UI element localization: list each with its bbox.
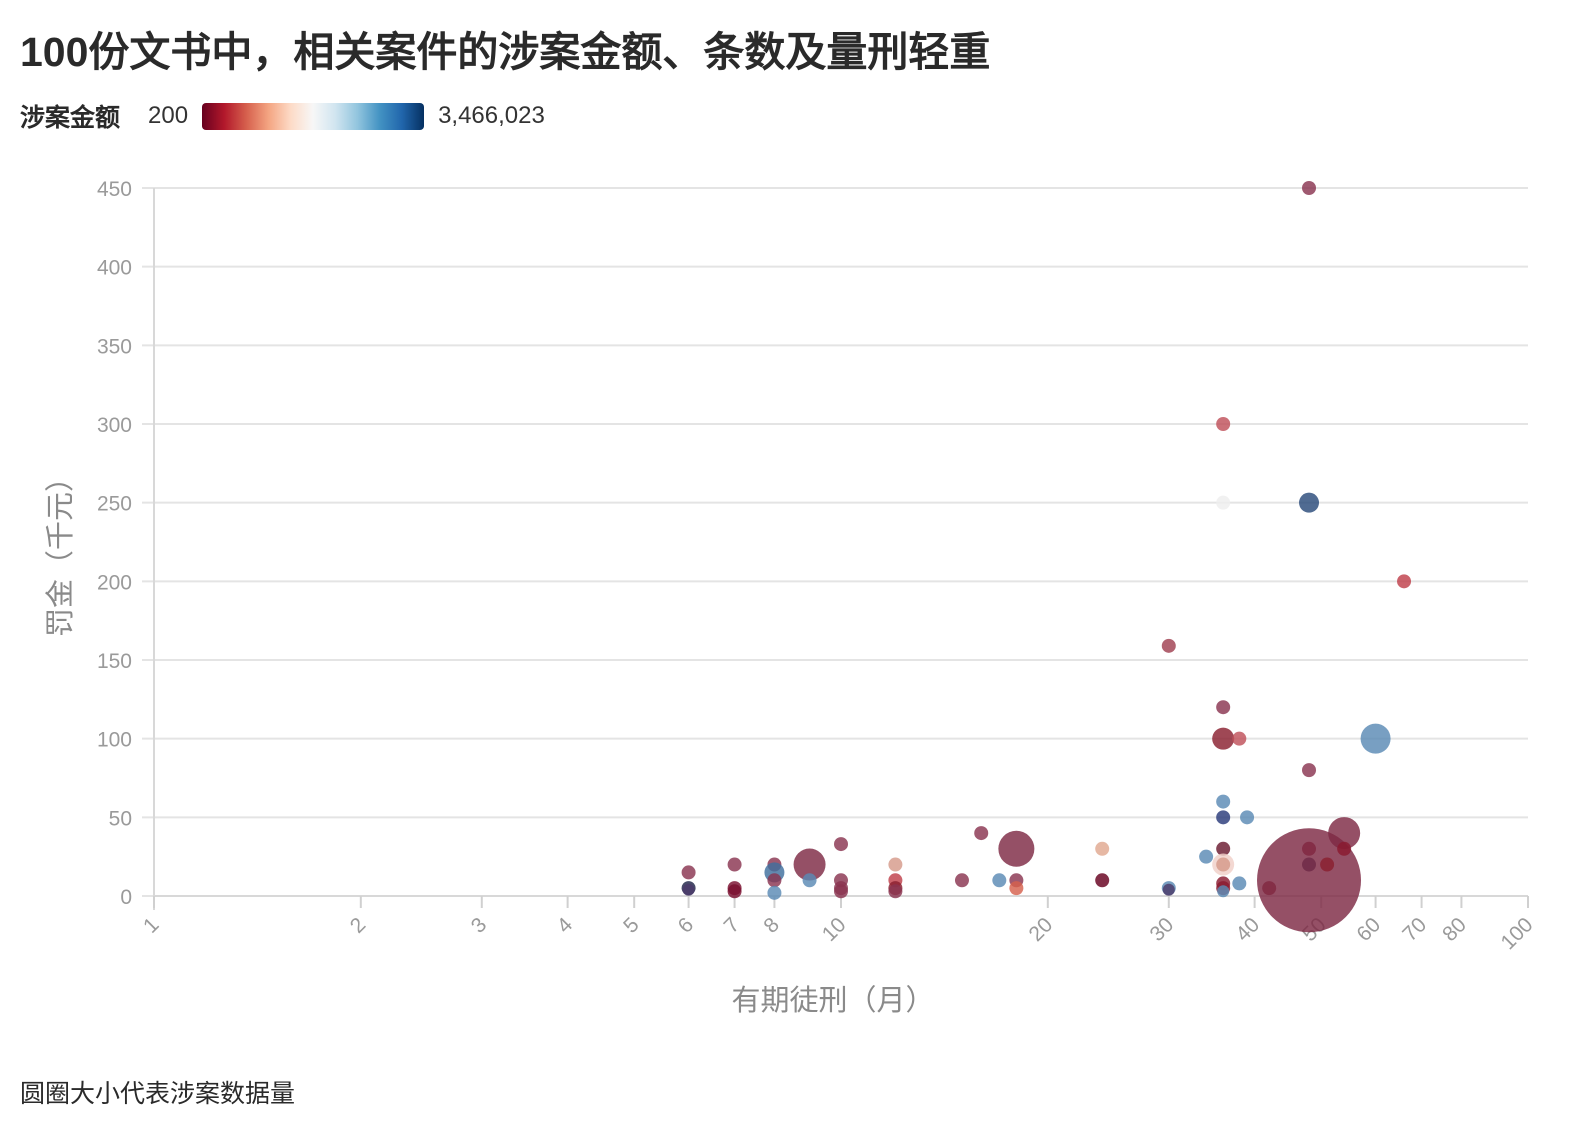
data-point (1232, 876, 1247, 891)
data-point (992, 873, 1007, 888)
x-axis-label: 有期徒刑（月） (731, 984, 934, 1017)
x-tick-label: 40 (1231, 913, 1264, 946)
data-point (1216, 417, 1231, 431)
scatter-plot: 0 50 100 150 200 250 300 350 400 450 1 2 3 4 5 6 7 8 10 20… (44, 178, 1538, 1017)
x-tick-label: 1 (139, 913, 164, 938)
data-point (1212, 727, 1235, 750)
color-legend: 涉案金额 200 3,466,023 (20, 96, 545, 136)
data-point (1009, 881, 1024, 896)
data-points (681, 181, 1412, 933)
data-point (727, 884, 742, 899)
size-note: 圆圈大小代表涉案数据量 (20, 1080, 296, 1108)
x-tick-label: 60 (1352, 913, 1385, 946)
data-point (1320, 857, 1335, 872)
data-point (793, 848, 826, 881)
data-point (1302, 181, 1317, 195)
x-tick-label: 5 (619, 913, 644, 938)
x-tick-label: 80 (1438, 913, 1471, 946)
data-point (682, 883, 695, 896)
data-point (1299, 492, 1320, 513)
x-tick-label: 10 (818, 913, 851, 946)
data-point (1360, 723, 1391, 754)
data-point (767, 885, 782, 900)
data-point (1095, 841, 1110, 856)
data-point (1095, 873, 1110, 888)
data-point (974, 826, 989, 841)
y-tick-label: 450 (97, 178, 132, 201)
data-point (1161, 638, 1176, 653)
data-point (1337, 841, 1352, 856)
y-gridlines (142, 187, 1528, 910)
x-tick-label: 3 (467, 913, 492, 938)
data-point (954, 873, 969, 888)
data-point (767, 873, 782, 888)
data-point (802, 873, 817, 888)
x-tick-label: 100 (1496, 913, 1537, 954)
chart-title: 100份文书中，相关案件的涉案金额、条数及量刑轻重 (20, 29, 991, 75)
x-tick-label: 20 (1025, 913, 1058, 946)
y-tick-label: 350 (97, 335, 132, 358)
data-point (888, 857, 903, 872)
data-point (1199, 849, 1214, 864)
y-tick-label: 150 (97, 650, 132, 673)
data-point (1232, 731, 1247, 746)
y-tick-label: 100 (97, 729, 132, 752)
legend-color-bar (202, 102, 425, 130)
data-point (888, 884, 903, 899)
y-tick-label: 400 (97, 257, 132, 280)
x-tick-label: 7 (720, 913, 745, 938)
data-point (1216, 495, 1231, 510)
x-tick-label: 2 (346, 913, 371, 938)
data-point (1240, 810, 1255, 825)
y-tick-label: 200 (97, 571, 132, 594)
x-tick-label: 30 (1146, 913, 1179, 946)
data-point (1302, 763, 1317, 778)
legend-max-label: 3,466,023 (438, 102, 545, 129)
data-point (834, 837, 848, 852)
data-point (1216, 857, 1231, 872)
data-point (1162, 883, 1175, 896)
data-point (1216, 794, 1231, 809)
data-point (998, 830, 1035, 867)
y-tick-label: 0 (120, 886, 132, 909)
data-point (681, 865, 696, 880)
legend-min-label: 200 (148, 102, 189, 129)
y-tick-labels: 0 50 100 150 200 250 300 350 400 450 (97, 178, 132, 909)
x-tick-label: 4 (553, 913, 578, 938)
x-tick-label: 70 (1398, 913, 1431, 946)
y-tick-label: 250 (97, 493, 132, 516)
data-point (1257, 828, 1362, 933)
x-tick-label: 6 (674, 913, 699, 938)
y-tick-label: 300 (97, 414, 132, 437)
y-axis-label: 罚金（千元） (44, 463, 77, 637)
data-point (1216, 810, 1231, 825)
x-tick-label: 8 (759, 913, 784, 938)
data-point (727, 857, 742, 872)
y-tick-label: 50 (109, 807, 132, 830)
data-point (1217, 885, 1230, 898)
data-point (1397, 574, 1412, 589)
data-point (1216, 841, 1231, 856)
data-point (834, 884, 848, 899)
data-point (1216, 700, 1231, 715)
data-point (1328, 817, 1361, 850)
legend-label: 涉案金额 (20, 104, 121, 132)
